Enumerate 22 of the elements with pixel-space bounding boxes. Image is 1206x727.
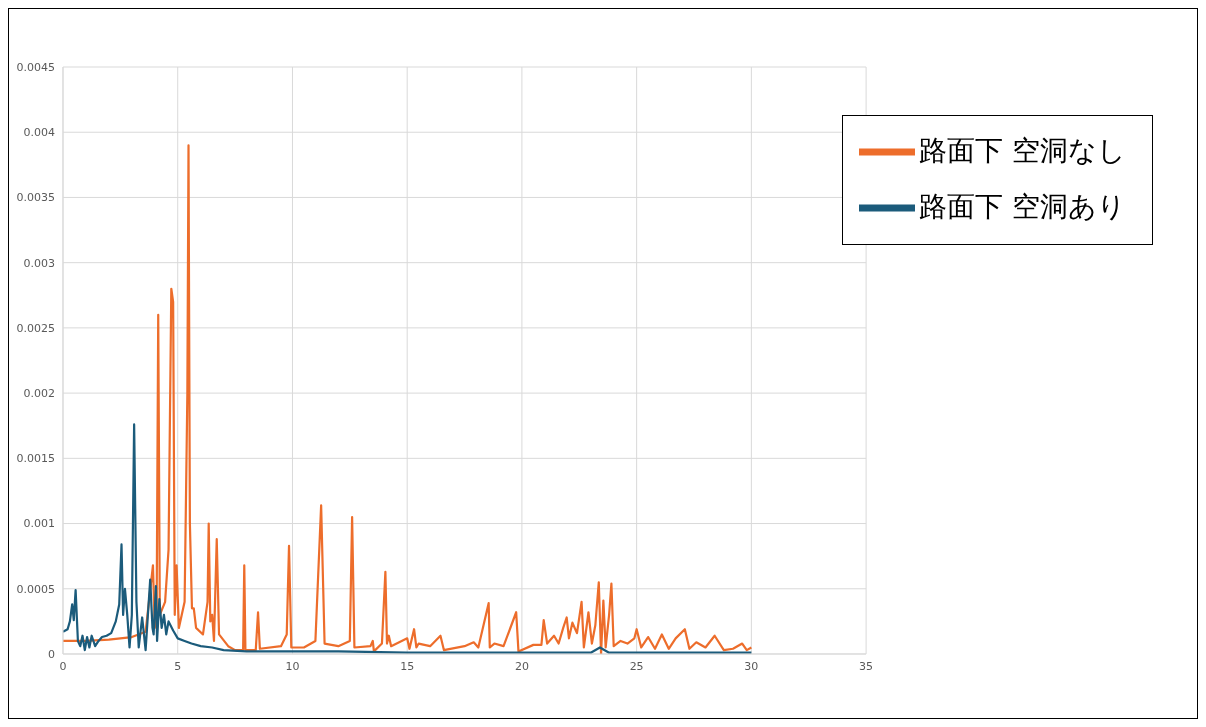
line-series <box>63 144 753 654</box>
y-tick-label: 0.0035 <box>16 191 55 205</box>
y-tick-label: 0.0025 <box>16 321 55 335</box>
x-tick-label: 35 <box>859 659 874 673</box>
x-tick-label: 10 <box>285 659 300 673</box>
y-tick-label: 0.0015 <box>16 452 55 466</box>
y-tick-label: 0.001 <box>23 517 55 531</box>
y-tick-label: 0.002 <box>23 387 55 401</box>
x-tick-label: 25 <box>629 659 644 673</box>
line-series <box>63 423 753 654</box>
x-tick-label: 0 <box>59 659 67 673</box>
x-tick-label: 30 <box>744 659 759 673</box>
x-tick-label: 5 <box>174 659 182 673</box>
legend-label: 路面下 空洞あり <box>919 190 1126 223</box>
y-tick-label: 0 <box>48 647 55 661</box>
y-tick-label: 0.004 <box>23 126 55 140</box>
y-tick-label: 0.0045 <box>16 60 55 74</box>
y-tick-label: 0.0005 <box>16 582 55 596</box>
y-tick-label: 0.003 <box>23 256 55 270</box>
x-tick-label: 15 <box>400 659 415 673</box>
x-tick-label: 20 <box>514 659 529 673</box>
legend-label: 路面下 空洞なし <box>919 134 1126 167</box>
